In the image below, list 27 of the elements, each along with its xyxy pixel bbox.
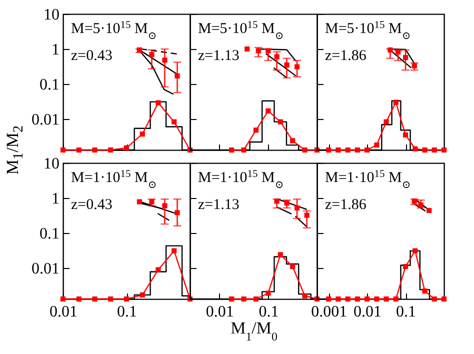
annotation: M=1·10$^{15}$ M$_{⊙}$ xyxy=(325,168,411,190)
x-tick-label: 0.1 xyxy=(396,304,416,320)
annotation: z=0.43 xyxy=(71,48,112,64)
y-tick-label: 1 xyxy=(52,41,60,58)
y-tick-label: 0.1 xyxy=(40,225,60,242)
annotation: z=1.86 xyxy=(325,197,367,213)
y-tick-label: 0.1 xyxy=(40,76,60,94)
x-tick-label: 0.1 xyxy=(258,304,279,320)
annotation: M=1·10$^{15}$ M$_{⊙}$ xyxy=(71,168,157,190)
x-tick-label: 0.001 xyxy=(311,304,348,320)
x-tick-label: 0.01 xyxy=(206,304,234,320)
annotation: M=5·10$^{15}$ M$_{⊙}$ xyxy=(71,20,157,42)
y-tick-label: 10 xyxy=(44,6,60,24)
y-tick-label: 0.01 xyxy=(32,111,60,128)
annotation: z=1.86 xyxy=(325,48,367,64)
annotation: z=1.13 xyxy=(198,197,240,213)
y-tick-label: 1 xyxy=(52,190,60,208)
annotation: M=1·10$^{15}$ M$_{⊙}$ xyxy=(198,168,284,190)
annotation: M=5·10$^{15}$ M$_{⊙}$ xyxy=(325,20,411,42)
annotation: z=1.13 xyxy=(198,48,240,64)
y-tick-label: 10 xyxy=(44,156,60,172)
y-tick-label: 0.01 xyxy=(32,260,60,278)
annotation: M=5·10$^{15}$ M$_{⊙}$ xyxy=(198,20,284,42)
x-tick-label: 0.01 xyxy=(354,304,382,320)
annotation: z=0.43 xyxy=(71,197,112,213)
x-tick-label: 0.1 xyxy=(117,304,137,320)
x-axis-title: M$_{1}$/M$_{0}$ xyxy=(230,318,278,344)
